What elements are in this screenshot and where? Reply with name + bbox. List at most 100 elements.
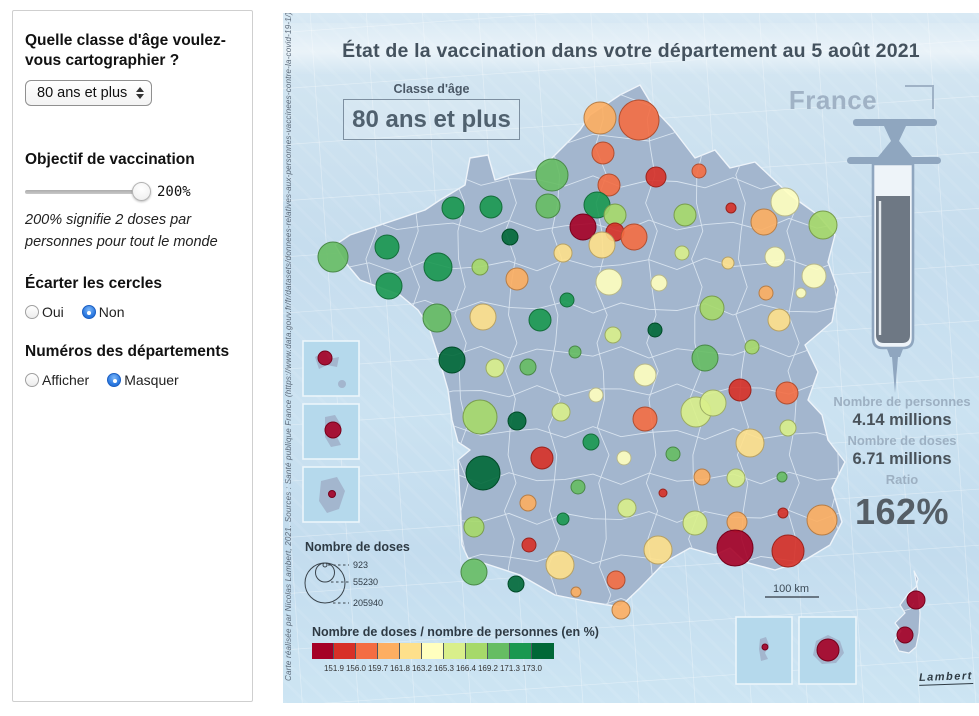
department-circle[interactable] bbox=[324, 421, 342, 439]
department-circle[interactable] bbox=[569, 213, 597, 241]
department-circle[interactable] bbox=[505, 267, 529, 291]
department-circle[interactable] bbox=[545, 550, 575, 580]
department-circle[interactable] bbox=[604, 326, 622, 344]
department-circle[interactable] bbox=[645, 166, 667, 188]
radio-option-afficher[interactable]: Afficher bbox=[25, 372, 89, 388]
department-circle[interactable] bbox=[673, 203, 697, 227]
department-circle[interactable] bbox=[744, 339, 760, 355]
department-circle[interactable] bbox=[665, 446, 681, 462]
department-circle[interactable] bbox=[795, 287, 807, 299]
department-circle[interactable] bbox=[422, 303, 452, 333]
department-circle[interactable] bbox=[559, 292, 575, 308]
department-circle[interactable] bbox=[463, 516, 485, 538]
department-circle[interactable] bbox=[597, 173, 621, 197]
department-circle[interactable] bbox=[553, 243, 573, 263]
department-circle[interactable] bbox=[779, 419, 797, 437]
department-circle[interactable] bbox=[726, 511, 748, 533]
department-circle[interactable] bbox=[650, 274, 668, 292]
department-circle[interactable] bbox=[771, 534, 805, 568]
radio-icon[interactable] bbox=[81, 305, 96, 320]
department-circle[interactable] bbox=[808, 210, 838, 240]
department-circle[interactable] bbox=[519, 494, 537, 512]
department-circle[interactable] bbox=[801, 263, 827, 289]
department-circle[interactable] bbox=[647, 322, 663, 338]
department-circle[interactable] bbox=[606, 570, 626, 590]
department-circle[interactable] bbox=[317, 241, 349, 273]
department-circle[interactable] bbox=[611, 600, 631, 620]
department-circle[interactable] bbox=[658, 488, 668, 498]
department-circle[interactable] bbox=[485, 358, 505, 378]
department-circle[interactable] bbox=[317, 350, 333, 366]
department-circle[interactable] bbox=[618, 99, 660, 141]
department-circle[interactable] bbox=[726, 468, 746, 488]
department-circle[interactable] bbox=[507, 575, 525, 593]
department-circle[interactable] bbox=[556, 512, 570, 526]
department-circle[interactable] bbox=[501, 228, 519, 246]
department-circle[interactable] bbox=[460, 558, 488, 586]
department-circle[interactable] bbox=[462, 399, 498, 435]
department-circle[interactable] bbox=[776, 471, 788, 483]
department-circle[interactable] bbox=[770, 187, 800, 217]
department-circle[interactable] bbox=[725, 202, 737, 214]
department-circle[interactable] bbox=[620, 223, 648, 251]
department-circle[interactable] bbox=[767, 308, 791, 332]
department-circle[interactable] bbox=[632, 406, 658, 432]
department-circle[interactable] bbox=[633, 363, 657, 387]
department-circle[interactable] bbox=[699, 295, 725, 321]
department-circle[interactable] bbox=[595, 268, 623, 296]
department-circle[interactable] bbox=[521, 537, 537, 553]
department-circle[interactable] bbox=[465, 455, 501, 491]
department-circle[interactable] bbox=[674, 245, 690, 261]
department-circle[interactable] bbox=[617, 498, 637, 518]
department-circle[interactable] bbox=[906, 590, 926, 610]
department-circle[interactable] bbox=[528, 308, 552, 332]
department-circle[interactable] bbox=[469, 303, 497, 331]
department-circle[interactable] bbox=[682, 510, 708, 536]
department-circle[interactable] bbox=[570, 479, 586, 495]
radio-option-oui[interactable]: Oui bbox=[25, 304, 64, 320]
department-circle[interactable] bbox=[507, 411, 527, 431]
department-circle[interactable] bbox=[471, 258, 489, 276]
department-circle[interactable] bbox=[750, 208, 778, 236]
department-circle[interactable] bbox=[691, 344, 719, 372]
department-circle[interactable] bbox=[758, 285, 774, 301]
department-circle[interactable] bbox=[570, 586, 582, 598]
radio-icon[interactable] bbox=[25, 373, 39, 388]
department-circle[interactable] bbox=[775, 381, 799, 405]
department-circle[interactable] bbox=[479, 195, 503, 219]
department-circle[interactable] bbox=[583, 101, 617, 135]
department-circle[interactable] bbox=[438, 346, 466, 374]
department-circle[interactable] bbox=[806, 504, 838, 536]
department-circle[interactable] bbox=[588, 231, 616, 259]
department-circle[interactable] bbox=[728, 378, 752, 402]
department-circle[interactable] bbox=[530, 446, 554, 470]
france-map-canvas[interactable] bbox=[283, 13, 979, 703]
department-circle[interactable] bbox=[588, 387, 604, 403]
department-circle[interactable] bbox=[761, 643, 769, 651]
department-circle[interactable] bbox=[535, 193, 561, 219]
department-circle[interactable] bbox=[374, 234, 400, 260]
department-circle[interactable] bbox=[591, 141, 615, 165]
age-select[interactable]: 80 ans et plus bbox=[25, 80, 153, 107]
department-circle[interactable] bbox=[816, 638, 840, 662]
department-circle[interactable] bbox=[777, 507, 789, 519]
department-circle[interactable] bbox=[716, 529, 754, 567]
department-circle[interactable] bbox=[568, 345, 582, 359]
department-circle[interactable] bbox=[643, 535, 673, 565]
department-circle[interactable] bbox=[721, 256, 735, 270]
department-circle[interactable] bbox=[551, 402, 571, 422]
department-circle[interactable] bbox=[735, 428, 765, 458]
radio-icon[interactable] bbox=[107, 373, 122, 388]
department-circle[interactable] bbox=[616, 450, 632, 466]
department-circle[interactable] bbox=[699, 389, 727, 417]
slider-track[interactable] bbox=[25, 182, 151, 202]
department-circle[interactable] bbox=[693, 468, 711, 486]
radio-icon[interactable] bbox=[25, 305, 39, 320]
slider-thumb[interactable] bbox=[132, 182, 151, 202]
department-circle[interactable] bbox=[519, 358, 537, 376]
department-circle[interactable] bbox=[764, 246, 786, 268]
department-circle[interactable] bbox=[328, 490, 336, 498]
radio-option-non[interactable]: Non bbox=[81, 304, 124, 320]
department-circle[interactable] bbox=[535, 158, 569, 192]
department-circle[interactable] bbox=[441, 196, 465, 220]
